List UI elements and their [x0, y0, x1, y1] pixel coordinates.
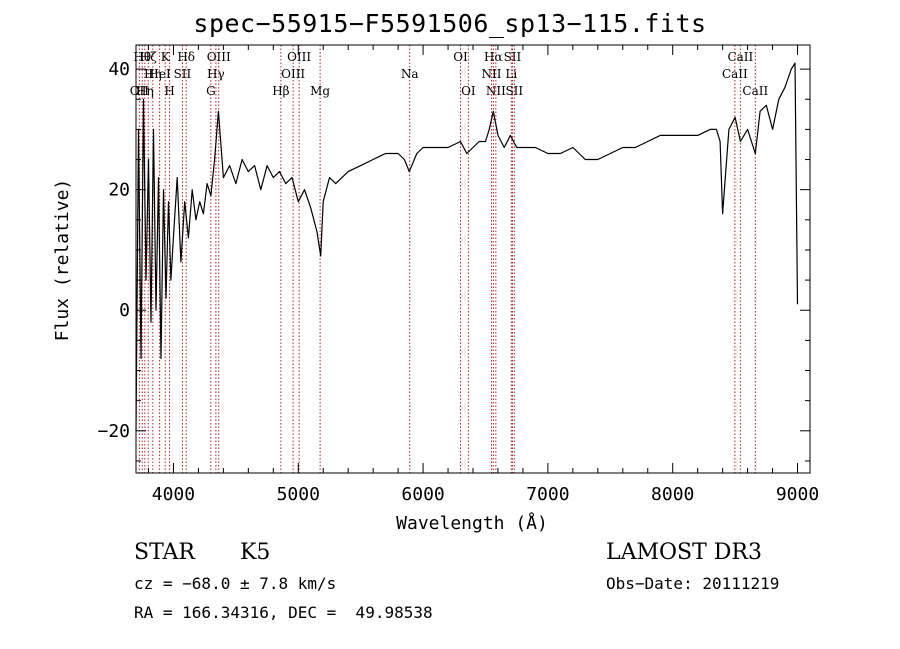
- survey-name: LAMOST DR3: [606, 540, 762, 565]
- spectrum-line: [135, 62, 799, 431]
- spectral-line-label: CaII: [742, 84, 768, 98]
- spectral-line-label: OII: [130, 84, 150, 98]
- x-tick-label: 4000: [152, 484, 195, 505]
- spectral-line-label: OIII: [287, 50, 311, 64]
- plot-frame: [135, 44, 811, 474]
- spectral-lines-layer: [138, 45, 756, 473]
- spectral-line-label: Hη: [136, 84, 154, 98]
- object-type: STAR: [134, 540, 195, 565]
- coordinates: RA = 166.34316, DEC = 49.98538: [134, 603, 433, 622]
- spectral-line-label: H: [164, 84, 174, 98]
- spectral-line-label: NII: [481, 67, 501, 81]
- x-tick-label: 7000: [526, 484, 569, 505]
- spectral-line-label: K: [161, 50, 171, 64]
- spectral-line-label: OIII: [207, 50, 231, 64]
- y-tick-label: 0: [119, 300, 130, 321]
- spectral-line-label: NII: [486, 84, 506, 98]
- series-layer: [135, 62, 799, 431]
- spectral-line-label: Hθ: [133, 50, 151, 64]
- object-subclass: K5: [240, 540, 271, 565]
- x-axis-label: Wavelength (Å): [396, 512, 548, 534]
- spectral-line-label: SII: [504, 50, 522, 64]
- spectral-line-label: HeI: [148, 67, 171, 81]
- spectral-line-label: CaII: [722, 67, 748, 81]
- observation-date: Obs−Date: 20111219: [606, 574, 780, 593]
- spectral-line-label: Li: [505, 67, 517, 81]
- spectral-line-label: OI: [453, 50, 468, 64]
- spectral-line-label: Hγ: [207, 67, 225, 81]
- axes-layer: [135, 44, 811, 474]
- spectral-line-label: SII: [505, 84, 523, 98]
- spectral-line-label: Hζ: [140, 50, 157, 64]
- x-tick-label: 9000: [776, 484, 819, 505]
- chart-title: spec−55915−F5591506_sp13−115.fits: [193, 9, 707, 38]
- ticks-layer: 4000 5000 6000 7000 8000 9000 −20 0 20 40: [97, 45, 819, 505]
- spectral-line-label: Hβ: [272, 84, 289, 98]
- spectral-line-label: OI: [461, 84, 476, 98]
- y-axis-label: Flux (relative): [52, 179, 73, 342]
- spectral-labels-layer: OIIHθHηHζHηHeIKHSIIHδGHγOIIIHβOIIIOIIIMg…: [130, 50, 769, 98]
- x-tick-label: 6000: [401, 484, 444, 505]
- spectral-line-label: Mg: [310, 84, 330, 98]
- spectral-line-label: SII: [174, 67, 192, 81]
- redshift-velocity: cz = −68.0 ± 7.8 km/s: [134, 574, 337, 593]
- spectral-line-label: G: [206, 84, 216, 98]
- spectral-line-label: CaII: [727, 50, 753, 64]
- spectral-line-label: OIII: [281, 67, 305, 81]
- spectral-line-label: Na: [401, 67, 419, 81]
- spectral-line-label: Hη: [144, 67, 162, 81]
- spectral-line-label: Hα: [484, 50, 503, 64]
- y-tick-label: 40: [108, 59, 130, 80]
- x-tick-label: 8000: [651, 484, 694, 505]
- y-tick-label: 20: [108, 180, 130, 201]
- y-tick-label: −20: [97, 421, 130, 442]
- spectral-line-label: Hδ: [177, 50, 195, 64]
- x-tick-label: 5000: [277, 484, 320, 505]
